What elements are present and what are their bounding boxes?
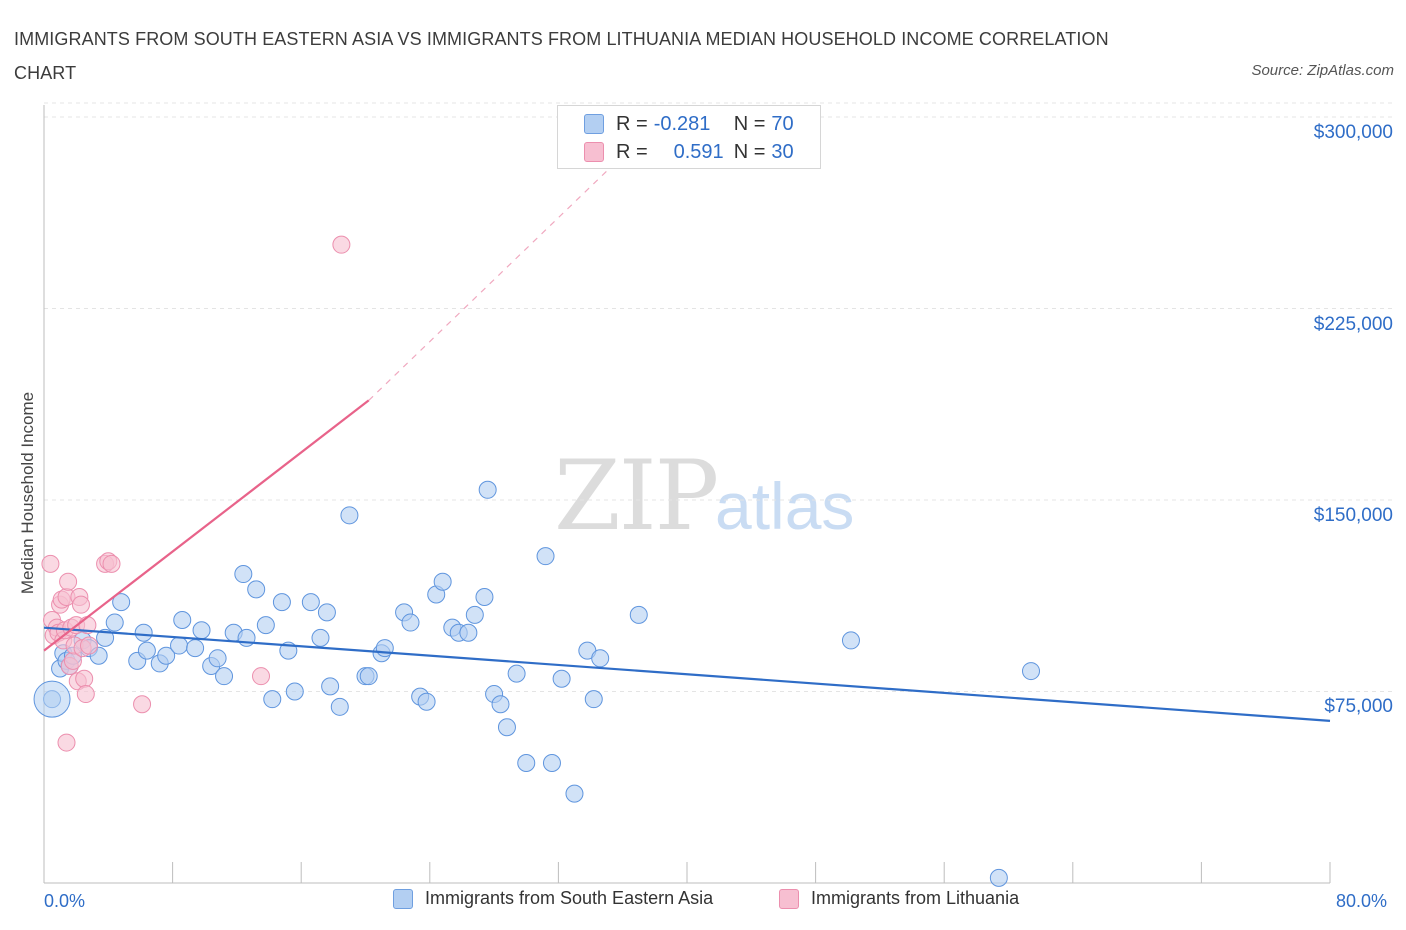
point-south-eastern-asia: [517, 753, 536, 772]
legend-item-south-eastern-asia[interactable]: Immigrants from South Eastern Asia: [393, 888, 713, 909]
y-tick-label-75000: $75,000: [1324, 696, 1393, 717]
source-label: Source: ZipAtlas.com: [1251, 62, 1394, 79]
watermark-atlas: atlas: [715, 469, 855, 543]
point-south-eastern-asia: [584, 690, 603, 709]
n-value: 30: [771, 140, 794, 163]
point-south-eastern-asia: [311, 628, 330, 647]
point-south-eastern-asia: [272, 593, 291, 612]
legend-item-lithuania[interactable]: Immigrants from Lithuania: [779, 888, 1019, 909]
point-south-eastern-asia: [433, 572, 452, 591]
n-label: N =: [733, 140, 766, 163]
point-south-eastern-asia: [170, 636, 189, 655]
point-south-eastern-asia: [208, 649, 227, 668]
point-south-eastern-asia: [321, 677, 340, 696]
point-lithuania: [75, 669, 94, 688]
point-south-eastern-asia: [234, 565, 253, 584]
point-south-eastern-asia: [552, 669, 571, 688]
point-south-eastern-asia: [375, 639, 394, 658]
point-south-eastern-asia: [507, 664, 526, 683]
point-south-eastern-asia: [591, 649, 610, 668]
correlation-legend: R = -0.281 N = 70 R = 0.591 N = 30: [557, 105, 821, 169]
legend-label: Immigrants from South Eastern Asia: [425, 888, 714, 908]
legend-swatch-pink: [779, 888, 799, 909]
point-lithuania: [332, 235, 351, 254]
point-lithuania: [71, 595, 90, 614]
legend-row-south-eastern-asia: R = -0.281 N = 70: [584, 110, 794, 138]
r-label: R =: [616, 112, 648, 135]
point-south-eastern-asia: [401, 613, 420, 632]
point-south-eastern-asia: [247, 580, 266, 599]
point-south-eastern-asia: [285, 682, 304, 701]
point-south-eastern-asia: [841, 631, 860, 650]
point-south-eastern-asia: [192, 621, 211, 640]
legend-swatch-blue: [393, 888, 413, 909]
x-tick-label-max: 80.0%: [1336, 891, 1388, 911]
y-tick-label-150000: $150,000: [1313, 505, 1393, 526]
point-south-eastern-asia-cluster: [33, 680, 71, 718]
trendline-lithuania: [43, 399, 370, 652]
point-south-eastern-asia: [417, 692, 436, 711]
point-south-eastern-asia: [96, 628, 115, 647]
point-south-eastern-asia: [491, 695, 510, 714]
point-lithuania: [57, 733, 76, 752]
point-south-eastern-asia: [215, 667, 234, 686]
point-south-eastern-asia: [263, 690, 282, 709]
point-south-eastern-asia: [173, 611, 192, 630]
point-lithuania: [59, 572, 78, 591]
legend-swatch-pink: [584, 142, 604, 162]
point-south-eastern-asia: [1022, 662, 1041, 681]
point-south-eastern-asia: [317, 603, 336, 622]
legend-swatch-blue: [584, 114, 604, 134]
series-legend: Immigrants from South Eastern Asia Immig…: [0, 888, 1406, 916]
n-label: N =: [733, 112, 766, 135]
point-lithuania: [102, 554, 121, 573]
point-south-eastern-asia: [459, 623, 478, 642]
point-south-eastern-asia: [536, 547, 555, 566]
legend-label: Immigrants from Lithuania: [811, 888, 1020, 908]
r-value: 0.591: [673, 140, 724, 163]
point-south-eastern-asia: [157, 646, 176, 665]
point-south-eastern-asia: [186, 639, 205, 658]
point-south-eastern-asia: [359, 667, 378, 686]
point-south-eastern-asia: [465, 605, 484, 624]
point-south-eastern-asia: [629, 605, 648, 624]
point-south-eastern-asia: [475, 588, 494, 607]
r-label: R =: [616, 140, 648, 163]
point-lithuania: [133, 695, 152, 714]
trendline-south-eastern-asia: [43, 626, 1331, 722]
point-south-eastern-asia: [542, 753, 561, 772]
n-value: 70: [771, 112, 794, 135]
point-south-eastern-asia: [256, 616, 275, 635]
x-tick-label-min: 0.0%: [44, 891, 86, 911]
point-lithuania: [41, 554, 60, 573]
point-south-eastern-asia: [330, 697, 349, 716]
point-lithuania: [252, 667, 271, 686]
legend-row-lithuania: R = 0.591 N = 30: [584, 138, 794, 166]
point-south-eastern-asia: [301, 593, 320, 612]
point-lithuania: [76, 685, 95, 704]
point-south-eastern-asia: [112, 593, 131, 612]
point-south-eastern-asia: [340, 506, 359, 525]
point-lithuania: [80, 636, 99, 655]
point-south-eastern-asia: [105, 613, 124, 632]
point-south-eastern-asia: [497, 718, 516, 737]
point-south-eastern-asia: [565, 784, 584, 803]
point-south-eastern-asia: [989, 868, 1008, 887]
chart-title: IMMIGRANTS FROM SOUTH EASTERN ASIA VS IM…: [14, 29, 1109, 83]
point-south-eastern-asia: [478, 480, 497, 499]
r-value: -0.281: [653, 112, 711, 135]
watermark-zip: ZIP: [554, 440, 719, 552]
y-tick-label-225000: $225,000: [1313, 314, 1393, 335]
y-tick-label-300000: $300,000: [1313, 122, 1393, 143]
point-south-eastern-asia: [137, 641, 156, 660]
point-south-eastern-asia: [134, 623, 153, 642]
